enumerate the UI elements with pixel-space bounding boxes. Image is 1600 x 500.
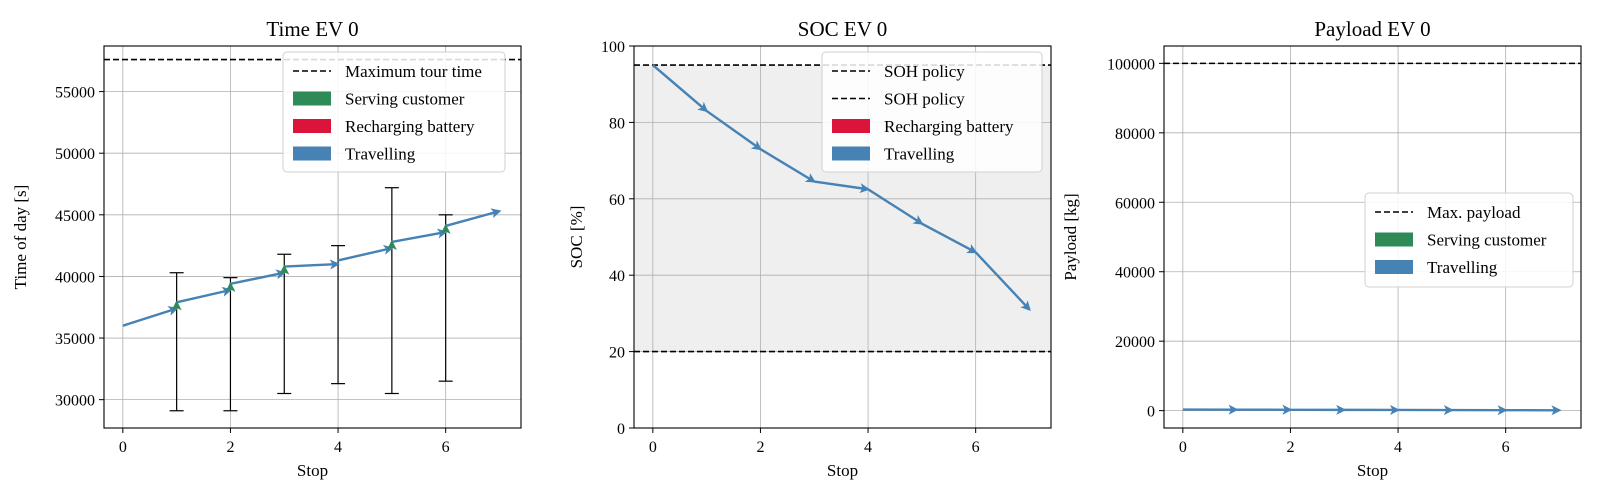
x-tick-label: 2: [756, 439, 764, 456]
travel-segment-3: [284, 259, 341, 270]
y-tick-label: 80: [609, 115, 625, 132]
legend-swatch: [293, 146, 331, 161]
chart-title: Time EV 0: [266, 17, 358, 41]
legend-swatch: [832, 146, 870, 161]
legend-swatch: [1375, 260, 1413, 274]
legend-entry: SOH policy: [884, 62, 965, 81]
travel-segment-6: [445, 208, 502, 228]
y-tick-label: 0: [617, 421, 625, 438]
travel-segment-0: [652, 64, 709, 113]
y-tick-label: 45000: [55, 208, 95, 225]
chart-panel-0: 0 2 4 6 30000 35000 40000 45000 50000 55000 Time E…: [11, 17, 522, 480]
axes-frame: [1163, 45, 1582, 429]
travel-segment-1: [176, 286, 233, 304]
travel-segment-4: [337, 244, 394, 262]
x-tick-label: 2: [226, 439, 234, 456]
y-tick-label: 50000: [55, 146, 95, 163]
travel-segment-0: [122, 306, 179, 327]
x-tick-label: 6: [972, 439, 980, 456]
x-axis-label: Stop: [297, 461, 328, 480]
x-tick-label: 6: [442, 439, 450, 456]
travel-segment-4: [867, 188, 924, 225]
legend-swatch: [293, 91, 331, 106]
y-tick-label: 40: [609, 268, 625, 285]
y-tick-label: 20: [609, 345, 625, 362]
x-tick-label: 4: [334, 439, 342, 456]
y-tick-label: 100: [601, 39, 625, 56]
time-window-5: [438, 214, 453, 382]
travel-segment-1: [705, 109, 763, 151]
axes-frame: [103, 45, 522, 429]
x-axis-label: Stop: [827, 461, 858, 480]
legend: SOH policy SOH policy Recharging battery Tr…: [821, 51, 1043, 173]
y-tick-label: 35000: [55, 331, 95, 348]
legend: Max. payload Serving customer Travelling: [1364, 192, 1574, 288]
x-tick-label: 0: [1179, 439, 1187, 456]
axes-frame: [633, 45, 1052, 429]
legend-entry: SOH policy: [884, 90, 965, 109]
y-axis-label: Payload [kg]: [1061, 193, 1080, 280]
chart-title: Payload EV 0: [1314, 17, 1430, 41]
travel-segment-5: [921, 222, 978, 254]
legend-entry: Maximum tour time: [345, 62, 482, 81]
x-tick-label: 0: [649, 439, 657, 456]
legend-entry: Serving customer: [345, 90, 465, 109]
y-tick-label: 40000: [55, 269, 95, 286]
legend-swatch: [293, 119, 331, 133]
travel-segment-2: [759, 148, 816, 183]
legend-entry: Recharging battery: [345, 117, 475, 136]
legend-entry: Serving customer: [1427, 231, 1547, 250]
legend-entry: Travelling: [345, 145, 416, 164]
y-tick-label: 80000: [1115, 126, 1155, 143]
y-tick-label: 30000: [55, 393, 95, 410]
legend-entry: Travelling: [884, 145, 955, 164]
y-tick-label: 100000: [1107, 56, 1155, 73]
legend: Maximum tour time Serving customer Recharg…: [282, 51, 506, 173]
time-window-0: [169, 272, 184, 412]
x-tick-label: 4: [1394, 439, 1402, 456]
chart-panel-2: 0 2 4 6 0 20000 40000 60000 80000 100000 Payload E…: [1061, 17, 1582, 480]
y-tick-label: 0: [1147, 404, 1155, 421]
travel-segment-6: [974, 251, 1031, 312]
y-tick-label: 20000: [1115, 334, 1155, 351]
x-tick-label: 6: [1502, 439, 1510, 456]
x-axis-label: Stop: [1357, 461, 1388, 480]
legend-entry: Max. payload: [1427, 203, 1521, 222]
y-axis-label: Time of day [s]: [11, 185, 30, 290]
x-tick-label: 4: [864, 439, 872, 456]
time-window-3: [331, 245, 346, 385]
time-window-4: [384, 187, 399, 395]
x-tick-label: 0: [119, 439, 127, 456]
legend-swatch: [832, 119, 870, 133]
legend-entry: Recharging battery: [884, 117, 1014, 136]
y-axis-label: SOC [%]: [567, 206, 586, 269]
time-window-2: [277, 253, 292, 395]
y-tick-label: 60000: [1115, 195, 1155, 212]
y-tick-label: 60: [609, 192, 625, 209]
y-tick-label: 40000: [1115, 265, 1155, 282]
travel-segment-2: [230, 269, 287, 286]
chart-title: SOC EV 0: [798, 17, 887, 41]
y-tick-label: 55000: [55, 85, 95, 102]
legend-swatch: [1375, 232, 1413, 247]
x-tick-label: 2: [1286, 439, 1294, 456]
travel-segment-5: [391, 228, 448, 244]
travel-segment-3: [814, 180, 871, 194]
time-window-1: [223, 277, 238, 412]
legend-entry: Travelling: [1427, 258, 1498, 277]
